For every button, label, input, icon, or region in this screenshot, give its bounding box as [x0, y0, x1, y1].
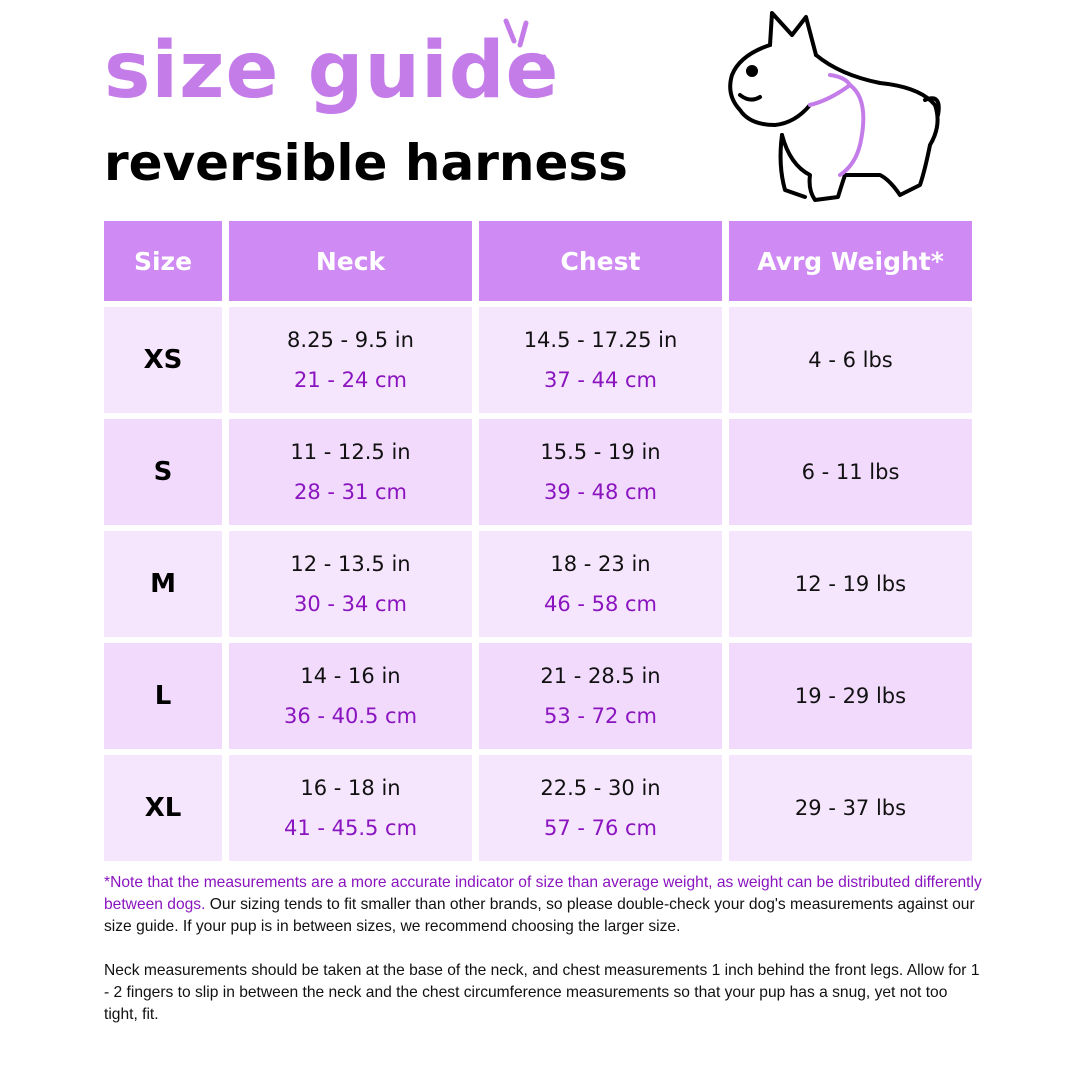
weight-cell: 12 - 19 lbs	[729, 531, 972, 637]
weight-cell: 6 - 11 lbs	[729, 419, 972, 525]
weight-value: 4 - 6 lbs	[808, 348, 893, 372]
french-bulldog-harness-icon	[728, 11, 941, 202]
chest-inches: 15.5 - 19 in	[540, 440, 661, 464]
weight-value: 19 - 29 lbs	[794, 684, 907, 708]
chest-cm: 37 - 44 cm	[543, 368, 658, 392]
size-label: XL	[144, 793, 182, 823]
note-rest: Our sizing tends to fit smaller than oth…	[104, 896, 975, 935]
neck-cell: 11 - 12.5 in 28 - 31 cm	[229, 419, 472, 525]
neck-inches: 14 - 16 in	[300, 664, 401, 688]
page-title: size guide	[104, 26, 560, 116]
neck-cm: 41 - 45.5 cm	[283, 816, 418, 840]
size-cell: S	[104, 419, 222, 525]
neck-cell: 8.25 - 9.5 in 21 - 24 cm	[229, 307, 472, 413]
neck-cm: 28 - 31 cm	[293, 480, 408, 504]
weight-cell: 19 - 29 lbs	[729, 643, 972, 749]
chest-cm: 53 - 72 cm	[543, 704, 658, 728]
chest-cell: 22.5 - 30 in 57 - 76 cm	[479, 755, 722, 861]
neck-cell: 14 - 16 in 36 - 40.5 cm	[229, 643, 472, 749]
weight-value: 6 - 11 lbs	[801, 460, 900, 484]
measuring-instructions: Neck measurements should be taken at the…	[104, 962, 980, 1023]
page-subtitle: reversible harness	[104, 134, 628, 192]
neck-cm: 36 - 40.5 cm	[283, 704, 418, 728]
size-cell: XL	[104, 755, 222, 861]
neck-inches: 12 - 13.5 in	[290, 552, 411, 576]
neck-cell: 16 - 18 in 41 - 45.5 cm	[229, 755, 472, 861]
size-cell: L	[104, 643, 222, 749]
note-highlight: *Note that the measurements are a more a…	[104, 874, 982, 913]
size-label: XS	[143, 345, 183, 375]
neck-inches: 8.25 - 9.5 in	[287, 328, 414, 352]
chest-cell: 18 - 23 in 46 - 58 cm	[479, 531, 722, 637]
chest-cell: 14.5 - 17.25 in 37 - 44 cm	[479, 307, 722, 413]
chest-cell: 21 - 28.5 in 53 - 72 cm	[479, 643, 722, 749]
size-label: S	[153, 457, 173, 487]
column-header-neck: Neck	[229, 221, 472, 301]
chest-inches: 21 - 28.5 in	[540, 664, 661, 688]
size-cell: M	[104, 531, 222, 637]
chest-inches: 22.5 - 30 in	[540, 776, 661, 800]
weight-value: 29 - 37 lbs	[794, 796, 907, 820]
chest-cm: 57 - 76 cm	[543, 816, 658, 840]
notes: *Note that the measurements are a more a…	[104, 872, 984, 1048]
chest-cell: 15.5 - 19 in 39 - 48 cm	[479, 419, 722, 525]
column-header-weight: Avrg Weight*	[729, 221, 972, 301]
chest-inches: 14.5 - 17.25 in	[523, 328, 678, 352]
column-header-size: Size	[104, 221, 222, 301]
neck-cm: 21 - 24 cm	[293, 368, 408, 392]
weight-cell: 4 - 6 lbs	[729, 307, 972, 413]
size-label: M	[150, 569, 176, 599]
chest-cm: 39 - 48 cm	[543, 480, 658, 504]
size-table: Size Neck Chest Avrg Weight* XS 8.25 - 9.…	[104, 221, 972, 861]
neck-cm: 30 - 34 cm	[293, 592, 408, 616]
neck-inches: 16 - 18 in	[300, 776, 401, 800]
column-header-chest: Chest	[479, 221, 722, 301]
size-label: L	[154, 681, 172, 711]
weight-cell: 29 - 37 lbs	[729, 755, 972, 861]
neck-cell: 12 - 13.5 in 30 - 34 cm	[229, 531, 472, 637]
weight-value: 12 - 19 lbs	[794, 572, 907, 596]
note-paragraph: *Note that the measurements are a more a…	[104, 872, 984, 938]
sparkle-icon	[503, 18, 547, 64]
chest-inches: 18 - 23 in	[550, 552, 651, 576]
chest-cm: 46 - 58 cm	[543, 592, 658, 616]
size-cell: XS	[104, 307, 222, 413]
neck-inches: 11 - 12.5 in	[290, 440, 411, 464]
